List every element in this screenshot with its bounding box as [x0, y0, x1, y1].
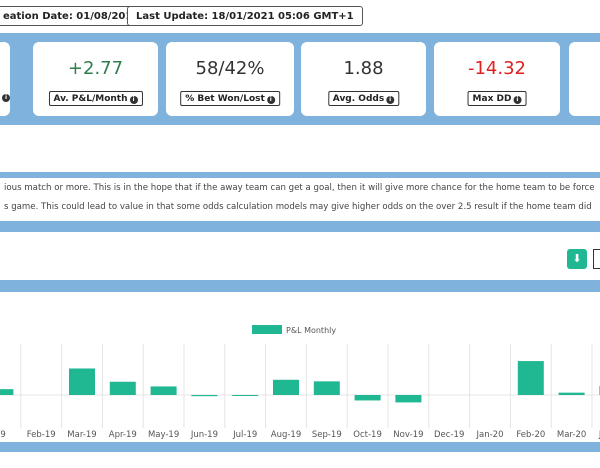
stat-label-text: % Bet Won/Lost: [185, 94, 265, 104]
stat-label: Avg. Odds i: [327, 91, 400, 106]
bar-Aug-19[interactable]: [273, 379, 299, 395]
blank-panel: [0, 125, 600, 172]
x-tick-label: Jan-20: [476, 430, 504, 440]
stat-label-text: Max DD: [472, 94, 512, 104]
chart-toolbar: [0, 232, 600, 280]
x-tick-label: Nov-19: [393, 430, 423, 440]
x-tick-label: Mar-20: [557, 430, 586, 440]
bar-Feb-20[interactable]: [517, 361, 544, 395]
x-tick-label: Sep-19: [312, 430, 342, 440]
info-icon[interactable]: i: [129, 96, 138, 104]
chart-panel: [0, 292, 600, 442]
stat-value: +2.77: [67, 58, 124, 79]
legend-swatch[interactable]: [252, 325, 282, 334]
stat-label: % Bet Won/Lost i: [180, 91, 280, 106]
bar-Nov-19[interactable]: [395, 395, 422, 403]
download-button[interactable]: ⬇: [567, 249, 587, 269]
x-tick-label: May-19: [148, 430, 179, 440]
stat-card-bet-won-lost: 58/42% % Bet Won/Lost i: [166, 42, 294, 116]
download-icon: ⬇: [572, 252, 582, 265]
bar-Jun-19[interactable]: [191, 395, 218, 397]
legend-label[interactable]: P&L Monthly: [286, 326, 336, 335]
pl-monthly-chart: 19 Feb-19 Mar-19 Apr-19 May-19 Jun-19 Jul-19 Au…: [0, 325, 600, 440]
x-tick-label: Dec-19: [434, 430, 464, 440]
stat-label: Av. P&L/Month i: [48, 91, 143, 106]
toolbar-button-partial[interactable]: [593, 249, 600, 269]
stat-card-max-dd: -14.32 Max DD i: [434, 42, 560, 116]
info-icon[interactable]: i: [266, 96, 275, 104]
bar-Jul-19[interactable]: [232, 395, 259, 396]
x-tick-label: Jun-19: [190, 430, 218, 440]
description-line: ious match or more. This is in the hope …: [4, 183, 595, 193]
stat-label-text: Avg. Odds: [332, 94, 385, 104]
stat-card-pl-month: +2.77 Av. P&L/Month i: [33, 42, 158, 116]
bar-19[interactable]: [0, 389, 14, 395]
x-tick-label: Apr-19: [109, 430, 137, 440]
stat-value: -14.32: [467, 58, 527, 79]
stat-value: 1.88: [343, 58, 384, 79]
x-tick-label: Mar-19: [67, 430, 96, 440]
x-tick-label: Jun-20: [598, 430, 600, 440]
x-tick-label: Jul-19: [232, 430, 257, 440]
stat-label: Max DD i: [467, 91, 527, 106]
stat-card-avg-odds: 1.88 Avg. Odds i: [301, 42, 426, 116]
stat-label-text: Av. P&L/Month: [53, 94, 128, 104]
x-tick-label: Aug-19: [271, 430, 301, 440]
info-icon[interactable]: i: [513, 96, 522, 104]
bar-Oct-19[interactable]: [354, 395, 381, 401]
creation-date-text: eation Date: 01/08/2018: [3, 11, 140, 22]
bar-Mar-19[interactable]: [69, 368, 95, 395]
info-icon[interactable]: i: [2, 94, 10, 102]
x-tick-label: 19: [0, 430, 6, 440]
stat-card-partial: [569, 42, 600, 116]
bar-Sep-19[interactable]: [313, 381, 340, 395]
description-panel: ious match or more. This is in the hope …: [0, 178, 600, 221]
last-update-badge: Last Update: 18/01/2021 05:06 GMT+1: [127, 6, 363, 26]
x-tick-label: Feb-20: [516, 430, 545, 440]
bar-May-19[interactable]: [150, 386, 177, 395]
stat-value: 58/42%: [195, 58, 265, 79]
info-icon[interactable]: i: [386, 96, 395, 104]
bar-Apr-19[interactable]: [109, 381, 136, 395]
bar-Mar-20[interactable]: [558, 392, 585, 395]
footer-strip: [0, 452, 600, 468]
last-update-text: Last Update: 18/01/2021 05:06 GMT+1: [136, 11, 354, 22]
stat-card-partial: i: [0, 42, 10, 116]
description-line: s game. This could lead to value in that…: [4, 202, 592, 212]
x-tick-label: Oct-19: [353, 430, 382, 440]
x-tick-label: Feb-19: [27, 430, 56, 440]
